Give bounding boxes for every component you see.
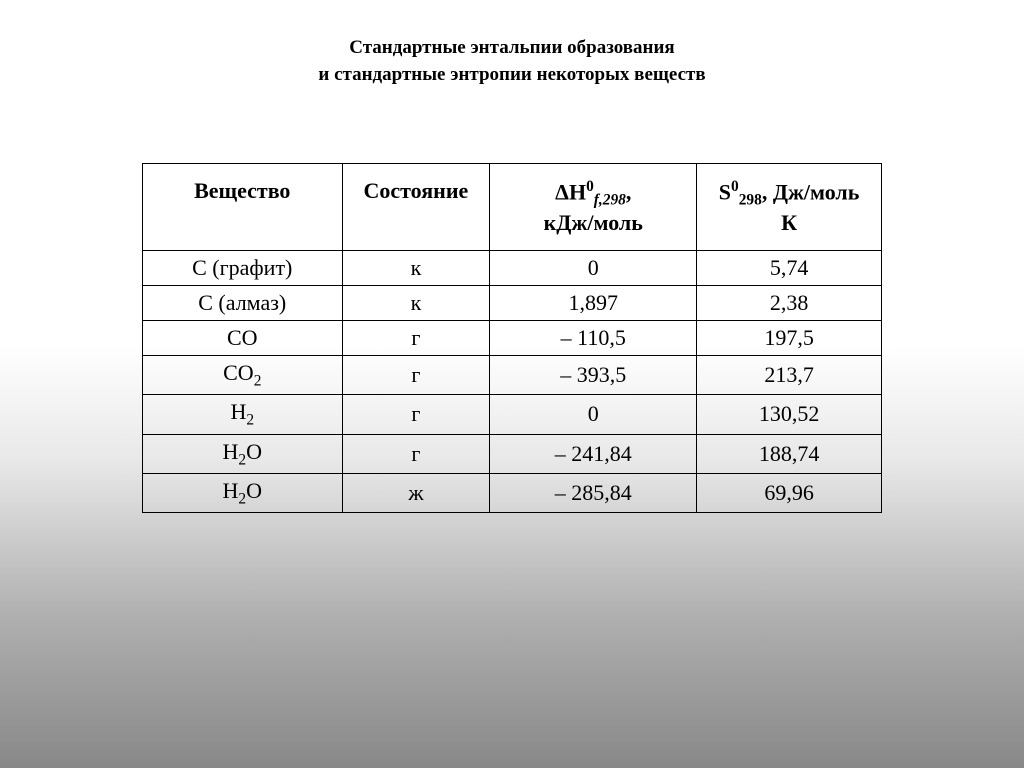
cell-enthalpy: – 393,5 — [490, 355, 697, 394]
cell-state: к — [342, 250, 490, 285]
col-state-header: Состояние — [342, 164, 490, 251]
cell-enthalpy: 0 — [490, 250, 697, 285]
cell-enthalpy: 0 — [490, 395, 697, 434]
table-row: H2 г 0 130,52 — [143, 395, 882, 434]
cell-substance: С (алмаз) — [143, 285, 343, 320]
cell-state: г — [342, 355, 490, 394]
table-row: H2O ж – 285,84 69,96 — [143, 474, 882, 513]
entropy-sub: 298 — [739, 192, 762, 209]
cell-enthalpy: – 110,5 — [490, 320, 697, 355]
cell-substance: СО2 — [143, 355, 343, 394]
enthalpy-suffix: , — [626, 180, 632, 205]
enthalpy-unit: кДж/моль — [544, 210, 643, 235]
table-body: С (графит) к 0 5,74 С (алмаз) к 1,897 2,… — [143, 250, 882, 513]
entropy-unit: К — [781, 210, 797, 235]
cell-substance: С (графит) — [143, 250, 343, 285]
cell-enthalpy: 1,897 — [490, 285, 697, 320]
cell-substance: H2 — [143, 395, 343, 434]
cell-state: г — [342, 434, 490, 473]
entropy-suffix: , Дж/моль — [762, 180, 860, 205]
cell-enthalpy: – 285,84 — [490, 474, 697, 513]
cell-entropy: 69,96 — [697, 474, 882, 513]
table-row: С (графит) к 0 5,74 — [143, 250, 882, 285]
cell-entropy: 213,7 — [697, 355, 882, 394]
enthalpy-sub: f,298 — [594, 192, 626, 209]
table-header-row: Вещество Состояние ΔH0f,298, кДж/моль S0… — [143, 164, 882, 251]
table-row: СО2 г – 393,5 213,7 — [143, 355, 882, 394]
entropy-sup: 0 — [731, 178, 739, 195]
table-row: СО г – 110,5 197,5 — [143, 320, 882, 355]
cell-substance: СО — [143, 320, 343, 355]
cell-entropy: 2,38 — [697, 285, 882, 320]
cell-entropy: 130,52 — [697, 395, 882, 434]
entropy-prefix: S — [719, 180, 731, 205]
title-line2: и стандартные энтропии некоторых веществ — [318, 64, 705, 85]
cell-state: г — [342, 320, 490, 355]
cell-state: ж — [342, 474, 490, 513]
col-enthalpy-header: ΔH0f,298, кДж/моль — [490, 164, 697, 251]
thermo-table: Вещество Состояние ΔH0f,298, кДж/моль S0… — [142, 163, 882, 513]
page-title: Стандартные энтальпии образования и стан… — [318, 35, 705, 88]
col-state-label: Состояние — [364, 178, 469, 203]
table-row: С (алмаз) к 1,897 2,38 — [143, 285, 882, 320]
thermo-table-wrap: Вещество Состояние ΔH0f,298, кДж/моль S0… — [142, 163, 882, 513]
cell-entropy: 188,74 — [697, 434, 882, 473]
cell-substance: H2O — [143, 474, 343, 513]
cell-entropy: 197,5 — [697, 320, 882, 355]
cell-state: г — [342, 395, 490, 434]
title-line1: Стандартные энтальпии образования — [349, 37, 674, 58]
enthalpy-sup: 0 — [586, 178, 594, 195]
col-substance-header: Вещество — [143, 164, 343, 251]
cell-state: к — [342, 285, 490, 320]
table-row: H2O г – 241,84 188,74 — [143, 434, 882, 473]
cell-substance: H2O — [143, 434, 343, 473]
col-entropy-header: S0298, Дж/моль К — [697, 164, 882, 251]
cell-entropy: 5,74 — [697, 250, 882, 285]
col-substance-label: Вещество — [194, 178, 290, 203]
enthalpy-prefix: ΔH — [555, 180, 586, 205]
cell-enthalpy: – 241,84 — [490, 434, 697, 473]
